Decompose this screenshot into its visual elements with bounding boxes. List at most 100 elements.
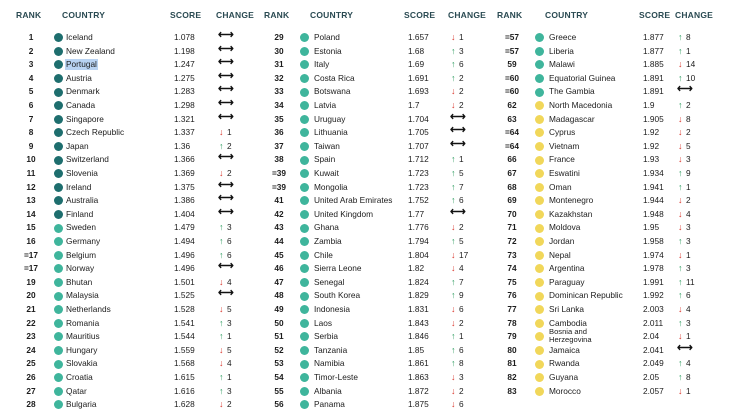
country-cell[interactable]: Albania (314, 385, 342, 396)
country-cell[interactable]: Montenegro (549, 195, 594, 206)
country-cell[interactable]: Sierra Leone (314, 263, 362, 274)
country-cell[interactable]: Germany (66, 236, 101, 246)
country-cell[interactable]: Kazakhstan (549, 208, 593, 219)
country-cell[interactable]: Vietnam (549, 140, 580, 151)
score-cell: 1.82 (408, 263, 425, 274)
country-cell[interactable]: Bhutan (66, 276, 93, 287)
country-cell[interactable]: Greece (549, 32, 577, 42)
country-cell[interactable]: Ghana (314, 222, 339, 233)
country-cell[interactable]: Cambodia (549, 317, 587, 328)
country-cell[interactable]: The Gambia (549, 86, 595, 97)
country-cell[interactable]: New Zealand (66, 45, 115, 56)
change-value: 6 (686, 290, 691, 301)
country-cell[interactable]: Lithuania (314, 127, 348, 138)
country-cell[interactable]: Slovakia (66, 358, 98, 369)
country-cell[interactable]: Jordan (549, 236, 575, 246)
table-row: 16 Germany 1.494 ↑ 6 (14, 235, 244, 249)
country-cell[interactable]: Singapore (66, 113, 104, 124)
rank-cell: 80 (507, 344, 517, 355)
change-value: 2 (459, 100, 464, 110)
country-cell[interactable]: Tanzania (314, 344, 348, 355)
country-cell[interactable]: Croatia (66, 372, 93, 382)
country-cell[interactable]: North Macedonia (549, 100, 613, 110)
country-cell[interactable]: Madagascar (549, 113, 595, 124)
country-cell[interactable]: Netherlands (66, 304, 111, 314)
country-cell[interactable]: Malaysia (66, 290, 99, 301)
country-cell[interactable]: Panama (314, 399, 345, 410)
country-cell[interactable]: Finland (66, 208, 94, 219)
country-cell[interactable]: Taiwan (314, 140, 340, 151)
country-cell[interactable]: Morocco (549, 385, 581, 396)
change-value: 2 (459, 72, 464, 83)
country-cell[interactable]: Laos (314, 317, 332, 328)
country-cell[interactable]: Italy (314, 59, 330, 70)
arrow-up-icon: ↑ (678, 181, 683, 192)
country-cell[interactable]: Latvia (314, 100, 337, 110)
country-cell[interactable]: Guyana (549, 372, 579, 382)
country-cell[interactable]: Canada (66, 100, 96, 110)
country-cell[interactable]: Slovenia (66, 168, 98, 178)
score-cell: 1.991 (643, 276, 664, 287)
country-cell[interactable]: Belgium (66, 249, 96, 260)
country-cell[interactable]: Oman (549, 181, 572, 192)
country-cell[interactable]: Hungary (66, 344, 98, 355)
country-cell[interactable]: Equatorial Guinea (549, 72, 616, 83)
header-change: CHANGE (216, 10, 255, 20)
country-cell[interactable]: Japan (66, 140, 89, 151)
country-cell[interactable]: United Kingdom (314, 208, 374, 219)
country-cell[interactable]: Timor-Leste (314, 372, 358, 382)
country-cell[interactable]: Poland (314, 32, 340, 42)
country-cell[interactable]: Zambia (314, 236, 342, 246)
country-cell[interactable]: Norway (66, 263, 95, 274)
country-cell[interactable]: Bosnia and Herzegovina (549, 327, 592, 345)
country-cell[interactable]: Argentina (549, 263, 585, 274)
country-cell[interactable]: Indonesia (314, 304, 350, 314)
country-cell[interactable]: Chile (314, 249, 333, 260)
country-cell[interactable]: Senegal (314, 276, 345, 287)
country-cell[interactable]: Estonia (314, 45, 342, 56)
country-cell[interactable]: Costa Rica (314, 72, 355, 83)
country-cell[interactable]: Kuwait (314, 168, 339, 178)
country-cell[interactable]: South Korea (314, 290, 361, 301)
no-change-arrow-icon: ⟷ (218, 110, 234, 123)
country-cell[interactable]: Qatar (66, 385, 87, 396)
country-cell[interactable]: Cyprus (549, 127, 576, 138)
country-cell[interactable]: Sri Lanka (549, 304, 585, 314)
country-cell[interactable]: Spain (314, 154, 336, 165)
country-cell[interactable]: Australia (66, 195, 99, 206)
table-row: 68 Oman 1.941 ↑ 1 (495, 181, 735, 195)
country-cell[interactable]: Botswana (314, 86, 351, 97)
country-cell[interactable]: Sweden (66, 222, 96, 233)
country-cell[interactable]: Bulgaria (66, 399, 97, 410)
country-cell[interactable]: Switzerland (66, 154, 109, 165)
table-row: 33 Botswana 1.693 ↓ 2 (262, 85, 484, 99)
country-cell[interactable]: Liberia (549, 45, 574, 56)
country-cell[interactable]: Ireland (66, 181, 92, 192)
country-cell[interactable]: Uruguay (314, 113, 346, 124)
country-cell[interactable]: Czech Republic (66, 127, 125, 138)
country-cell[interactable]: Dominican Republic (549, 290, 623, 301)
country-cell[interactable]: Eswatini (549, 168, 580, 178)
country-cell[interactable]: Malawi (549, 59, 575, 70)
country-cell[interactable]: Nepal (549, 249, 571, 260)
rank-cell: 23 (26, 331, 36, 342)
country-cell[interactable]: Namibia (314, 358, 345, 369)
country-cell[interactable]: Austria (66, 72, 92, 83)
table-row: 50 Laos 1.843 ↓ 2 (262, 317, 484, 331)
country-cell[interactable]: Mongolia (314, 181, 348, 192)
country-cell[interactable]: Iceland (66, 32, 93, 42)
country-cell[interactable]: Portugal (65, 59, 98, 71)
country-cell[interactable]: Denmark (66, 86, 100, 97)
score-cell: 1.944 (643, 195, 664, 206)
country-cell[interactable]: Rwanda (549, 358, 580, 369)
country-cell[interactable]: Romania (66, 317, 100, 328)
country-cell[interactable]: Moldova (549, 222, 581, 233)
country-cell[interactable]: United Arab Emirates (314, 195, 393, 206)
country-cell[interactable]: Paraguay (549, 276, 585, 287)
tier-dot-icon (54, 155, 63, 165)
country-cell[interactable]: Mauritius (66, 331, 100, 342)
tier-dot-icon (54, 87, 63, 97)
country-cell[interactable]: Jamaica (549, 344, 580, 355)
country-cell[interactable]: France (549, 154, 575, 165)
country-cell[interactable]: Serbia (314, 331, 338, 342)
